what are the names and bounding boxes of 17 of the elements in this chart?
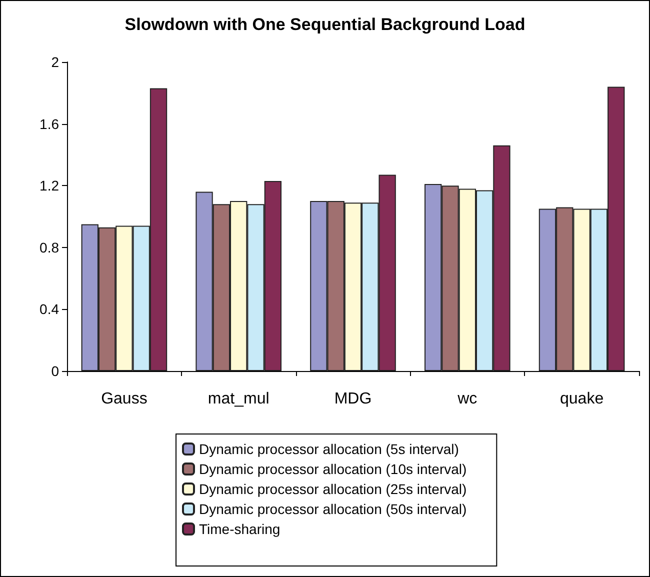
- x-tick-label: quake: [560, 390, 604, 408]
- x-tick-label: MDG: [334, 390, 372, 408]
- x-tick-label: mat_mul: [208, 390, 270, 408]
- legend-label: Dynamic processor allocation (5s interval): [199, 441, 459, 457]
- y-tick-label: 1.6: [40, 116, 60, 132]
- legend-label: Dynamic processor allocation (50s interval): [199, 501, 467, 517]
- legend-label: Dynamic processor allocation (10s interval): [199, 461, 467, 477]
- y-tick-label: 1.2: [40, 178, 60, 194]
- legend-label: Dynamic processor allocation (25s interval): [199, 481, 467, 497]
- legend-label: Time-sharing: [199, 521, 280, 537]
- y-tick-label: 0.8: [40, 239, 60, 256]
- y-tick-label: 2: [51, 54, 60, 70]
- x-tick-label: Gauss: [101, 390, 148, 408]
- y-tick-label: 0.4: [40, 301, 60, 318]
- chart-title: Slowdown with One Sequential Background Load: [124, 15, 526, 34]
- y-tick-label: 0: [51, 363, 60, 379]
- x-tick-label: wc: [456, 390, 478, 408]
